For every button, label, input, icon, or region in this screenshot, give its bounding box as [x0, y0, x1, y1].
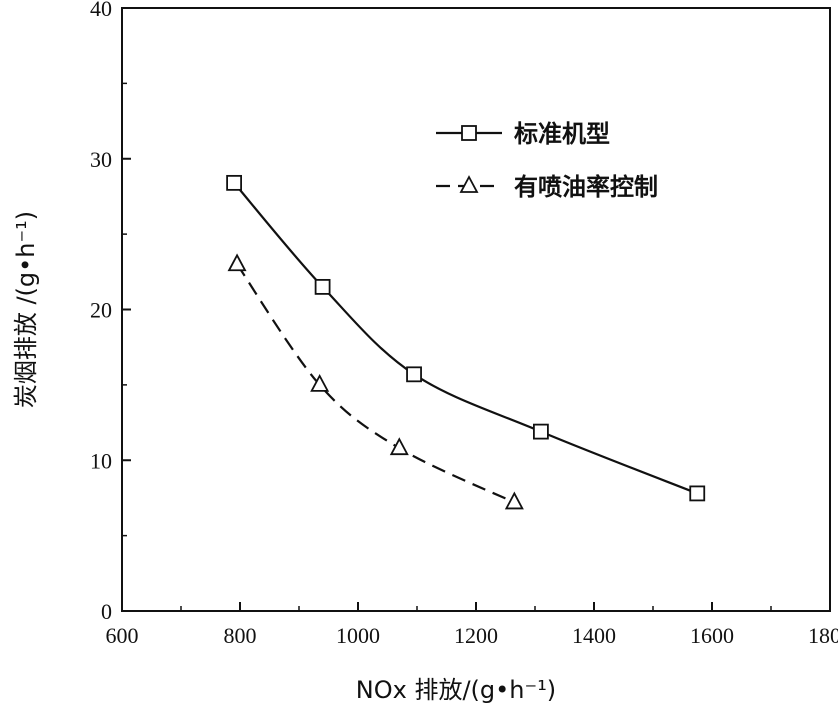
legend-label: 有喷油率控制	[514, 173, 658, 201]
series-line	[236, 263, 515, 504]
x-tick-label: 1400	[572, 623, 616, 648]
series-line	[233, 182, 698, 495]
x-tick-label: 800	[224, 623, 257, 648]
data-point	[226, 174, 243, 191]
x-tick-label: 1000	[336, 623, 380, 648]
y-tick-label: 10	[90, 448, 112, 473]
y-tick-label: 40	[90, 0, 112, 21]
series-1	[226, 174, 706, 502]
y-axis-label: 炭烟排放 /(g•h⁻¹)	[12, 211, 40, 408]
data-point	[314, 278, 331, 295]
data-point	[533, 423, 549, 440]
series-2	[227, 253, 524, 510]
data-point	[504, 491, 524, 510]
data-point	[406, 366, 422, 383]
legend-marker	[461, 125, 477, 141]
y-tick-label: 30	[90, 147, 112, 172]
x-axis-label: NOx 排放/(g•h⁻¹)	[356, 676, 556, 704]
legend-marker	[459, 175, 479, 193]
y-tick-label: 20	[90, 298, 112, 323]
x-tick-label: 600	[106, 623, 139, 648]
legend-label: 标准机型	[514, 120, 610, 148]
series-layer	[226, 174, 706, 510]
plot-frame	[121, 7, 831, 612]
data-point	[689, 485, 706, 502]
x-tick-label: 1600	[690, 623, 734, 648]
y-tick-label: 0	[101, 599, 112, 624]
data-point	[389, 437, 409, 456]
data-point	[227, 253, 247, 272]
x-tick-label: 1200	[454, 623, 498, 648]
data-point	[310, 373, 330, 392]
